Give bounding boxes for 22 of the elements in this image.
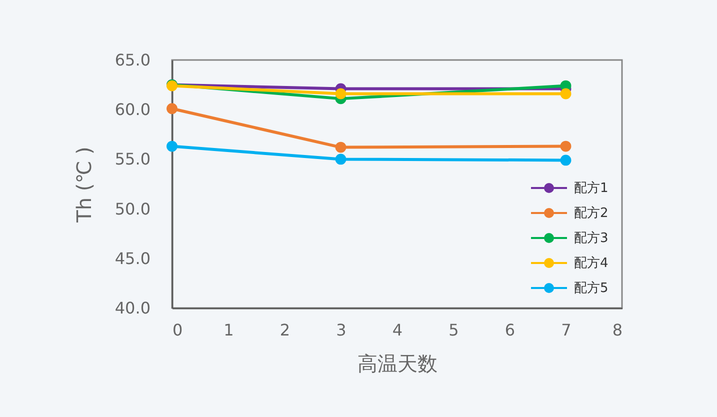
legend-label: 配方3 <box>574 230 608 246</box>
legend-label: 配方1 <box>574 180 608 196</box>
x-axis-title: 高温天数 <box>358 352 438 376</box>
y-tick-label: 55.0 <box>114 150 150 169</box>
x-tick-label: 0 <box>172 320 183 340</box>
y-tick-label: 45.0 <box>114 248 150 268</box>
x-tick-label: 5 <box>448 320 459 340</box>
y-tick-label: 60.0 <box>114 100 150 120</box>
x-tick-label: 6 <box>504 320 516 340</box>
x-tick-label: 2 <box>280 320 290 340</box>
legend-label: 配方2 <box>574 205 608 221</box>
y-axis-title: Th (℃ ) <box>72 146 96 224</box>
x-tick-label: 7 <box>561 320 572 340</box>
legend-label: 配方5 <box>574 280 608 296</box>
y-tick-label: 50.0 <box>114 199 150 218</box>
legend-label: 配方4 <box>574 255 608 271</box>
x-tick-label: 8 <box>612 320 622 340</box>
y-tick-label: 40.0 <box>114 298 150 318</box>
x-tick-label: 3 <box>336 320 346 340</box>
x-tick-label: 1 <box>224 320 234 340</box>
x-tick-label: 4 <box>392 320 403 340</box>
y-tick-label: 65.0 <box>114 50 150 70</box>
